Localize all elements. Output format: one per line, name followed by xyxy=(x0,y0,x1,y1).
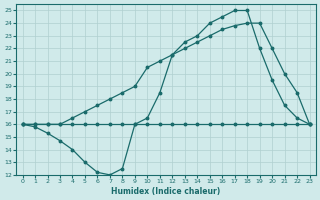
X-axis label: Humidex (Indice chaleur): Humidex (Indice chaleur) xyxy=(111,187,221,196)
